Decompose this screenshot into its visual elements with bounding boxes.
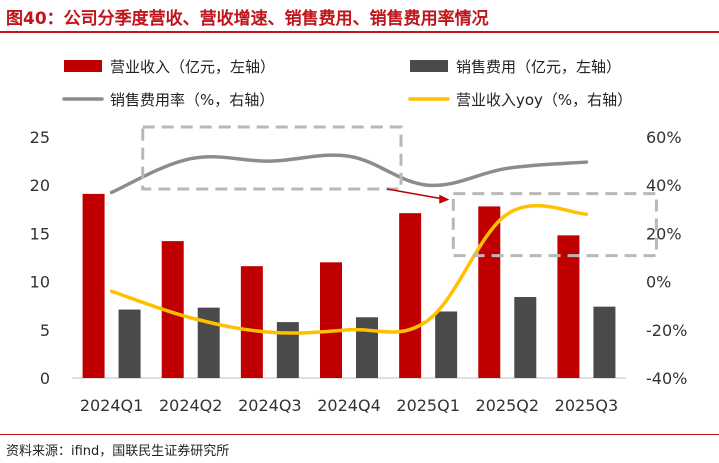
revenue-bar (320, 262, 342, 378)
legend-label-1: 销售费用（亿元，左轴） (456, 58, 621, 76)
legend-label-2: 销售费用率（%，右轴） (110, 91, 274, 109)
right-tick-label: 40% (646, 176, 682, 195)
sales-expense-bar (514, 297, 537, 378)
x-tick-label: 2024Q1 (80, 396, 144, 415)
left-tick-label: 25 (30, 128, 50, 147)
legend-swatch-0 (64, 60, 102, 72)
revenue-bar (240, 266, 263, 378)
legend-label-3: 营业收入yoy（%，右轴） (456, 91, 632, 109)
footer-divider (0, 434, 719, 435)
revenue-yoy-line (109, 203, 589, 335)
title-divider (0, 31, 719, 33)
right-tick-label: -20% (646, 321, 687, 340)
left-tick-label: 10 (30, 273, 50, 292)
sales-expense-bar (118, 309, 141, 378)
sales-expense-rate-line (109, 153, 589, 195)
revenue-bar (478, 206, 501, 378)
legend-label-0: 营业收入（亿元，左轴） (110, 58, 275, 76)
annotation-box-expense-rate (141, 125, 403, 191)
left-tick-label: 15 (30, 224, 50, 243)
left-tick-label: 5 (40, 321, 50, 340)
chart-title: 图40：公司分季度营收、营收增速、销售费用、销售费用率情况 (6, 9, 489, 29)
sales-expense-bar (435, 311, 458, 378)
revenue-bar (557, 235, 580, 378)
annotation-box-yoy (451, 192, 658, 258)
sales-expense-bar (356, 317, 378, 378)
right-tick-label: 0% (646, 273, 671, 292)
revenue-bar (399, 213, 422, 378)
sales-expense-bar (197, 307, 220, 378)
sales-expense-bar (276, 322, 299, 378)
x-tick-label: 2024Q3 (238, 396, 302, 415)
source-note: 资料来源：ifind，国联民生证券研究所 (6, 444, 230, 459)
x-tick-label: 2024Q4 (317, 396, 381, 415)
left-tick-label: 20 (30, 176, 50, 195)
left-tick-label: 0 (40, 369, 50, 388)
x-tick-label: 2025Q2 (476, 396, 540, 415)
right-tick-label: 20% (646, 224, 682, 243)
annotation-arrow-shaft (386, 188, 442, 200)
right-tick-label: -40% (646, 369, 687, 388)
x-tick-label: 2024Q2 (159, 396, 223, 415)
chart-canvas: 营业收入（亿元，左轴） 销售费用（亿元，左轴） 销售费用率（%，右轴） 营业收入yoy… (30, 58, 688, 415)
revenue-bar (161, 241, 184, 378)
legend-swatch-1 (410, 60, 448, 72)
revenue-bar (82, 193, 105, 378)
right-tick-label: 60% (646, 128, 682, 147)
x-tick-label: 2025Q1 (396, 396, 460, 415)
annotation-arrow-head (439, 194, 450, 204)
sales-expense-bar (593, 306, 616, 378)
x-tick-label: 2025Q3 (555, 396, 619, 415)
